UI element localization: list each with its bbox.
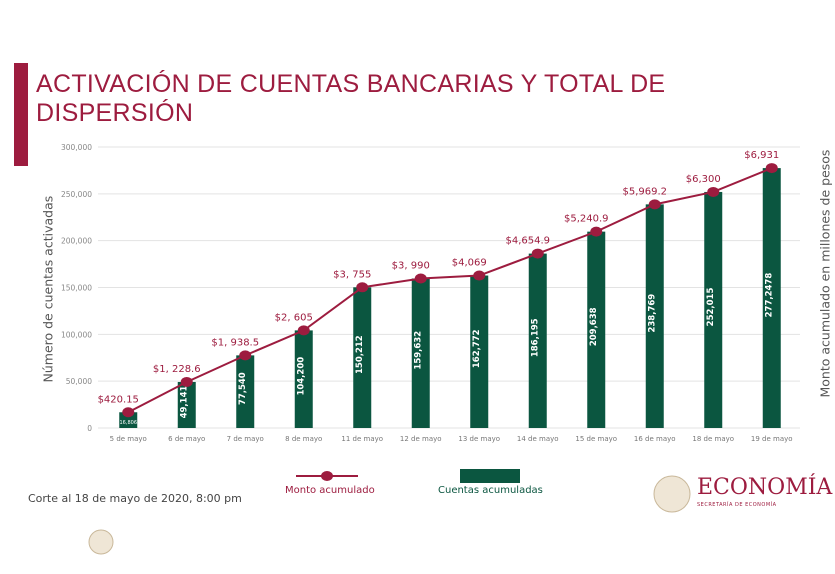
line-point	[239, 350, 252, 361]
line-point	[297, 325, 310, 336]
bar-value-label: 49,141	[180, 386, 190, 419]
line-value-label: $1, 228.6	[153, 364, 201, 375]
line-value-label: $1, 938.5	[211, 337, 259, 348]
y-tick-label: 250,000	[61, 190, 92, 199]
title-accent-bar	[14, 63, 28, 166]
bar	[470, 275, 489, 428]
bar-value-label: 277,2478	[765, 273, 775, 318]
page-title: ACTIVACIÓN DE CUENTAS BANCARIAS Y TOTAL …	[36, 70, 666, 127]
bar-value-label: 252,015	[706, 288, 716, 327]
seal-icon	[88, 529, 114, 555]
line-point	[707, 186, 720, 197]
y-tick-label: 300,000	[61, 143, 92, 152]
x-tick-label: 13 de mayo	[458, 435, 500, 443]
bar	[704, 191, 723, 428]
legend-label-bar: Cuentas acumuladas	[438, 485, 543, 496]
line-point	[122, 407, 135, 418]
line-point	[356, 282, 369, 293]
y-tick-label: 100,000	[61, 330, 92, 339]
x-tick-label: 15 de mayo	[575, 435, 617, 443]
line-value-label: $3, 990	[392, 260, 430, 271]
bar	[236, 355, 255, 428]
line-value-label: $2, 605	[275, 312, 313, 323]
y-tick-label: 0	[87, 424, 92, 433]
x-tick-label: 12 de mayo	[400, 435, 442, 443]
y-tick-label: 150,000	[61, 284, 92, 293]
line-point	[648, 199, 661, 210]
bar-value-label: 209,638	[589, 307, 599, 346]
bar-value-label: 77,540	[238, 372, 248, 405]
line-value-label: $6,300	[686, 174, 721, 185]
line-series	[127, 167, 773, 414]
bar	[587, 231, 606, 428]
x-tick-label: 18 de mayo	[692, 435, 734, 443]
bar-value-label: 16,806	[120, 420, 138, 426]
line-value-label: $4,654.9	[505, 236, 550, 247]
line-value-label: $5,240.9	[564, 214, 609, 225]
x-tick-label: 5 de mayo	[110, 435, 147, 443]
line-value-label: $4,069	[452, 258, 487, 269]
x-tick-label: 11 de mayo	[341, 435, 383, 443]
bar-value-label: 104,200	[297, 357, 307, 396]
economia-logo: ECONOMÍA	[697, 475, 833, 500]
seal-icon	[653, 475, 691, 513]
x-tick-label: 19 de mayo	[751, 435, 793, 443]
x-tick-label: 6 de mayo	[168, 435, 205, 443]
x-tick-label: 7 de mayo	[227, 435, 264, 443]
economia-logo-subtitle: SECRETARÍA DE ECONOMÍA	[697, 502, 777, 508]
bar	[119, 412, 138, 428]
x-tick-label: 16 de mayo	[634, 435, 676, 443]
line-point	[180, 376, 193, 387]
footnote: Corte al 18 de mayo de 2020, 8:00 pm	[28, 492, 242, 505]
y-tick-label: 200,000	[61, 237, 92, 246]
bar	[294, 330, 313, 428]
bar-value-label: 186,195	[531, 318, 541, 357]
legend-line-marker	[321, 471, 333, 481]
line-point	[590, 226, 603, 237]
line-value-label: $420.15	[98, 394, 139, 405]
line-point	[473, 270, 486, 281]
x-tick-label: 14 de mayo	[517, 435, 559, 443]
bar-value-label: 159,632	[414, 331, 424, 370]
bar	[353, 287, 372, 428]
line-value-label: $5,969.2	[622, 186, 667, 197]
line-value-label: $6,931	[744, 150, 779, 161]
bar	[645, 204, 664, 428]
bar-value-label: 150,212	[355, 335, 365, 374]
bar	[177, 381, 196, 428]
bar	[411, 278, 430, 428]
line-point	[531, 248, 544, 259]
legend-label-line: Monto acumulado	[285, 485, 375, 496]
legend-bar-swatch	[460, 469, 520, 483]
x-tick-label: 8 de mayo	[285, 435, 322, 443]
line-point	[414, 273, 427, 284]
line-point	[765, 163, 778, 174]
y-tick-label: 50,000	[66, 377, 92, 386]
line-value-label: $3, 755	[333, 269, 371, 280]
bar	[528, 253, 547, 428]
bar	[762, 168, 781, 428]
bar-value-label: 238,769	[648, 294, 658, 333]
bar-value-label: 162,772	[472, 329, 482, 368]
